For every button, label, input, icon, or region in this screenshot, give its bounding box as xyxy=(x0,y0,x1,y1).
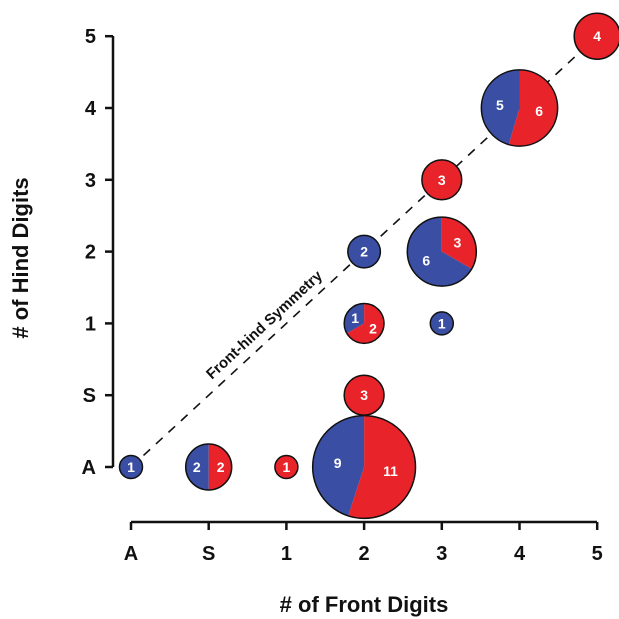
pie-slice-blue xyxy=(429,311,455,336)
pie-value-red: 11 xyxy=(383,463,398,479)
pie-outline xyxy=(184,443,233,491)
pie-slice-red xyxy=(208,444,232,490)
pie-slice-red xyxy=(274,454,299,480)
pie-value-blue: 1 xyxy=(127,459,135,475)
y-tick-label: 4 xyxy=(85,98,97,120)
pie-value-red: 3 xyxy=(360,387,368,403)
pie-value-red: 4 xyxy=(593,28,601,44)
pie-outline xyxy=(343,302,385,345)
pie-outline xyxy=(480,69,559,147)
y-tick-label: 3 xyxy=(85,170,96,192)
y-axis-title: # of Hind Digits xyxy=(8,177,33,338)
x-ticks: A S 1 2 3 4 5 xyxy=(124,522,603,565)
pie-point: 11 9 xyxy=(311,414,417,520)
pie-point: 1 xyxy=(429,311,455,336)
pie-slice-blue xyxy=(407,217,472,287)
x-tick-label: A xyxy=(124,543,138,565)
pie-value-red: 6 xyxy=(535,103,543,119)
x-tick-label: 3 xyxy=(436,543,447,565)
y-tick-label: 5 xyxy=(85,26,96,48)
pie-value-blue: 5 xyxy=(496,97,504,113)
pie-point: 4 xyxy=(573,12,619,60)
y-tick-label: A xyxy=(82,457,96,479)
pie-value-red: 3 xyxy=(453,235,461,251)
x-tick-label: 4 xyxy=(514,543,526,565)
pie-value-red: 3 xyxy=(438,172,446,188)
pie-value-blue: 6 xyxy=(422,253,430,269)
pie-slice-blue xyxy=(312,415,365,516)
x-tick-label: 2 xyxy=(359,543,370,565)
pie-point: 21 xyxy=(343,302,385,345)
y-ticks: A S 1 2 3 4 5 xyxy=(82,26,113,479)
pie-point: 65 xyxy=(480,69,559,147)
pie-value-blue: 2 xyxy=(360,244,368,260)
pie-value-blue: 2 xyxy=(193,459,201,475)
pie-value-blue: 9 xyxy=(334,455,342,471)
pie-point: 2 xyxy=(347,234,382,269)
pie-value-red: 2 xyxy=(369,321,377,337)
pie-slice-blue xyxy=(481,69,520,145)
pie-value-blue: 1 xyxy=(438,315,446,331)
pie-value-red: 2 xyxy=(217,459,225,475)
pie-slice-red xyxy=(441,217,477,269)
pie-slice-red xyxy=(421,159,463,201)
pie-point: 3 xyxy=(343,374,385,416)
pie-slice-blue xyxy=(185,444,209,490)
pie-slice-red xyxy=(508,69,558,147)
pie-slice-red xyxy=(573,12,619,60)
pie-slice-blue xyxy=(347,234,382,269)
x-tick-label: 5 xyxy=(592,543,603,565)
pie-slice-blue xyxy=(118,454,144,480)
pie-point: 36 xyxy=(406,216,478,287)
y-tick-label: S xyxy=(83,385,96,407)
x-tick-label: 1 xyxy=(281,543,292,565)
pie-value-blue: 1 xyxy=(351,310,359,326)
x-axis-title: # of Front Digits xyxy=(280,592,449,617)
pie-point: 1 xyxy=(118,454,144,480)
pie-point: 22 xyxy=(184,443,233,491)
pie-outline xyxy=(406,216,478,287)
pie-point: 3 xyxy=(421,159,463,201)
pie-slice-red xyxy=(343,374,385,416)
pie-slice-red xyxy=(346,303,385,344)
pie-value-red: 1 xyxy=(283,459,291,475)
y-tick-label: 2 xyxy=(85,242,96,264)
pie-slice-red xyxy=(348,415,416,519)
symmetry-label: Front-hind Symmetry xyxy=(203,267,326,383)
y-tick-label: 1 xyxy=(85,313,96,335)
pie-point: 1 xyxy=(274,454,299,480)
x-tick-label: S xyxy=(202,543,215,565)
